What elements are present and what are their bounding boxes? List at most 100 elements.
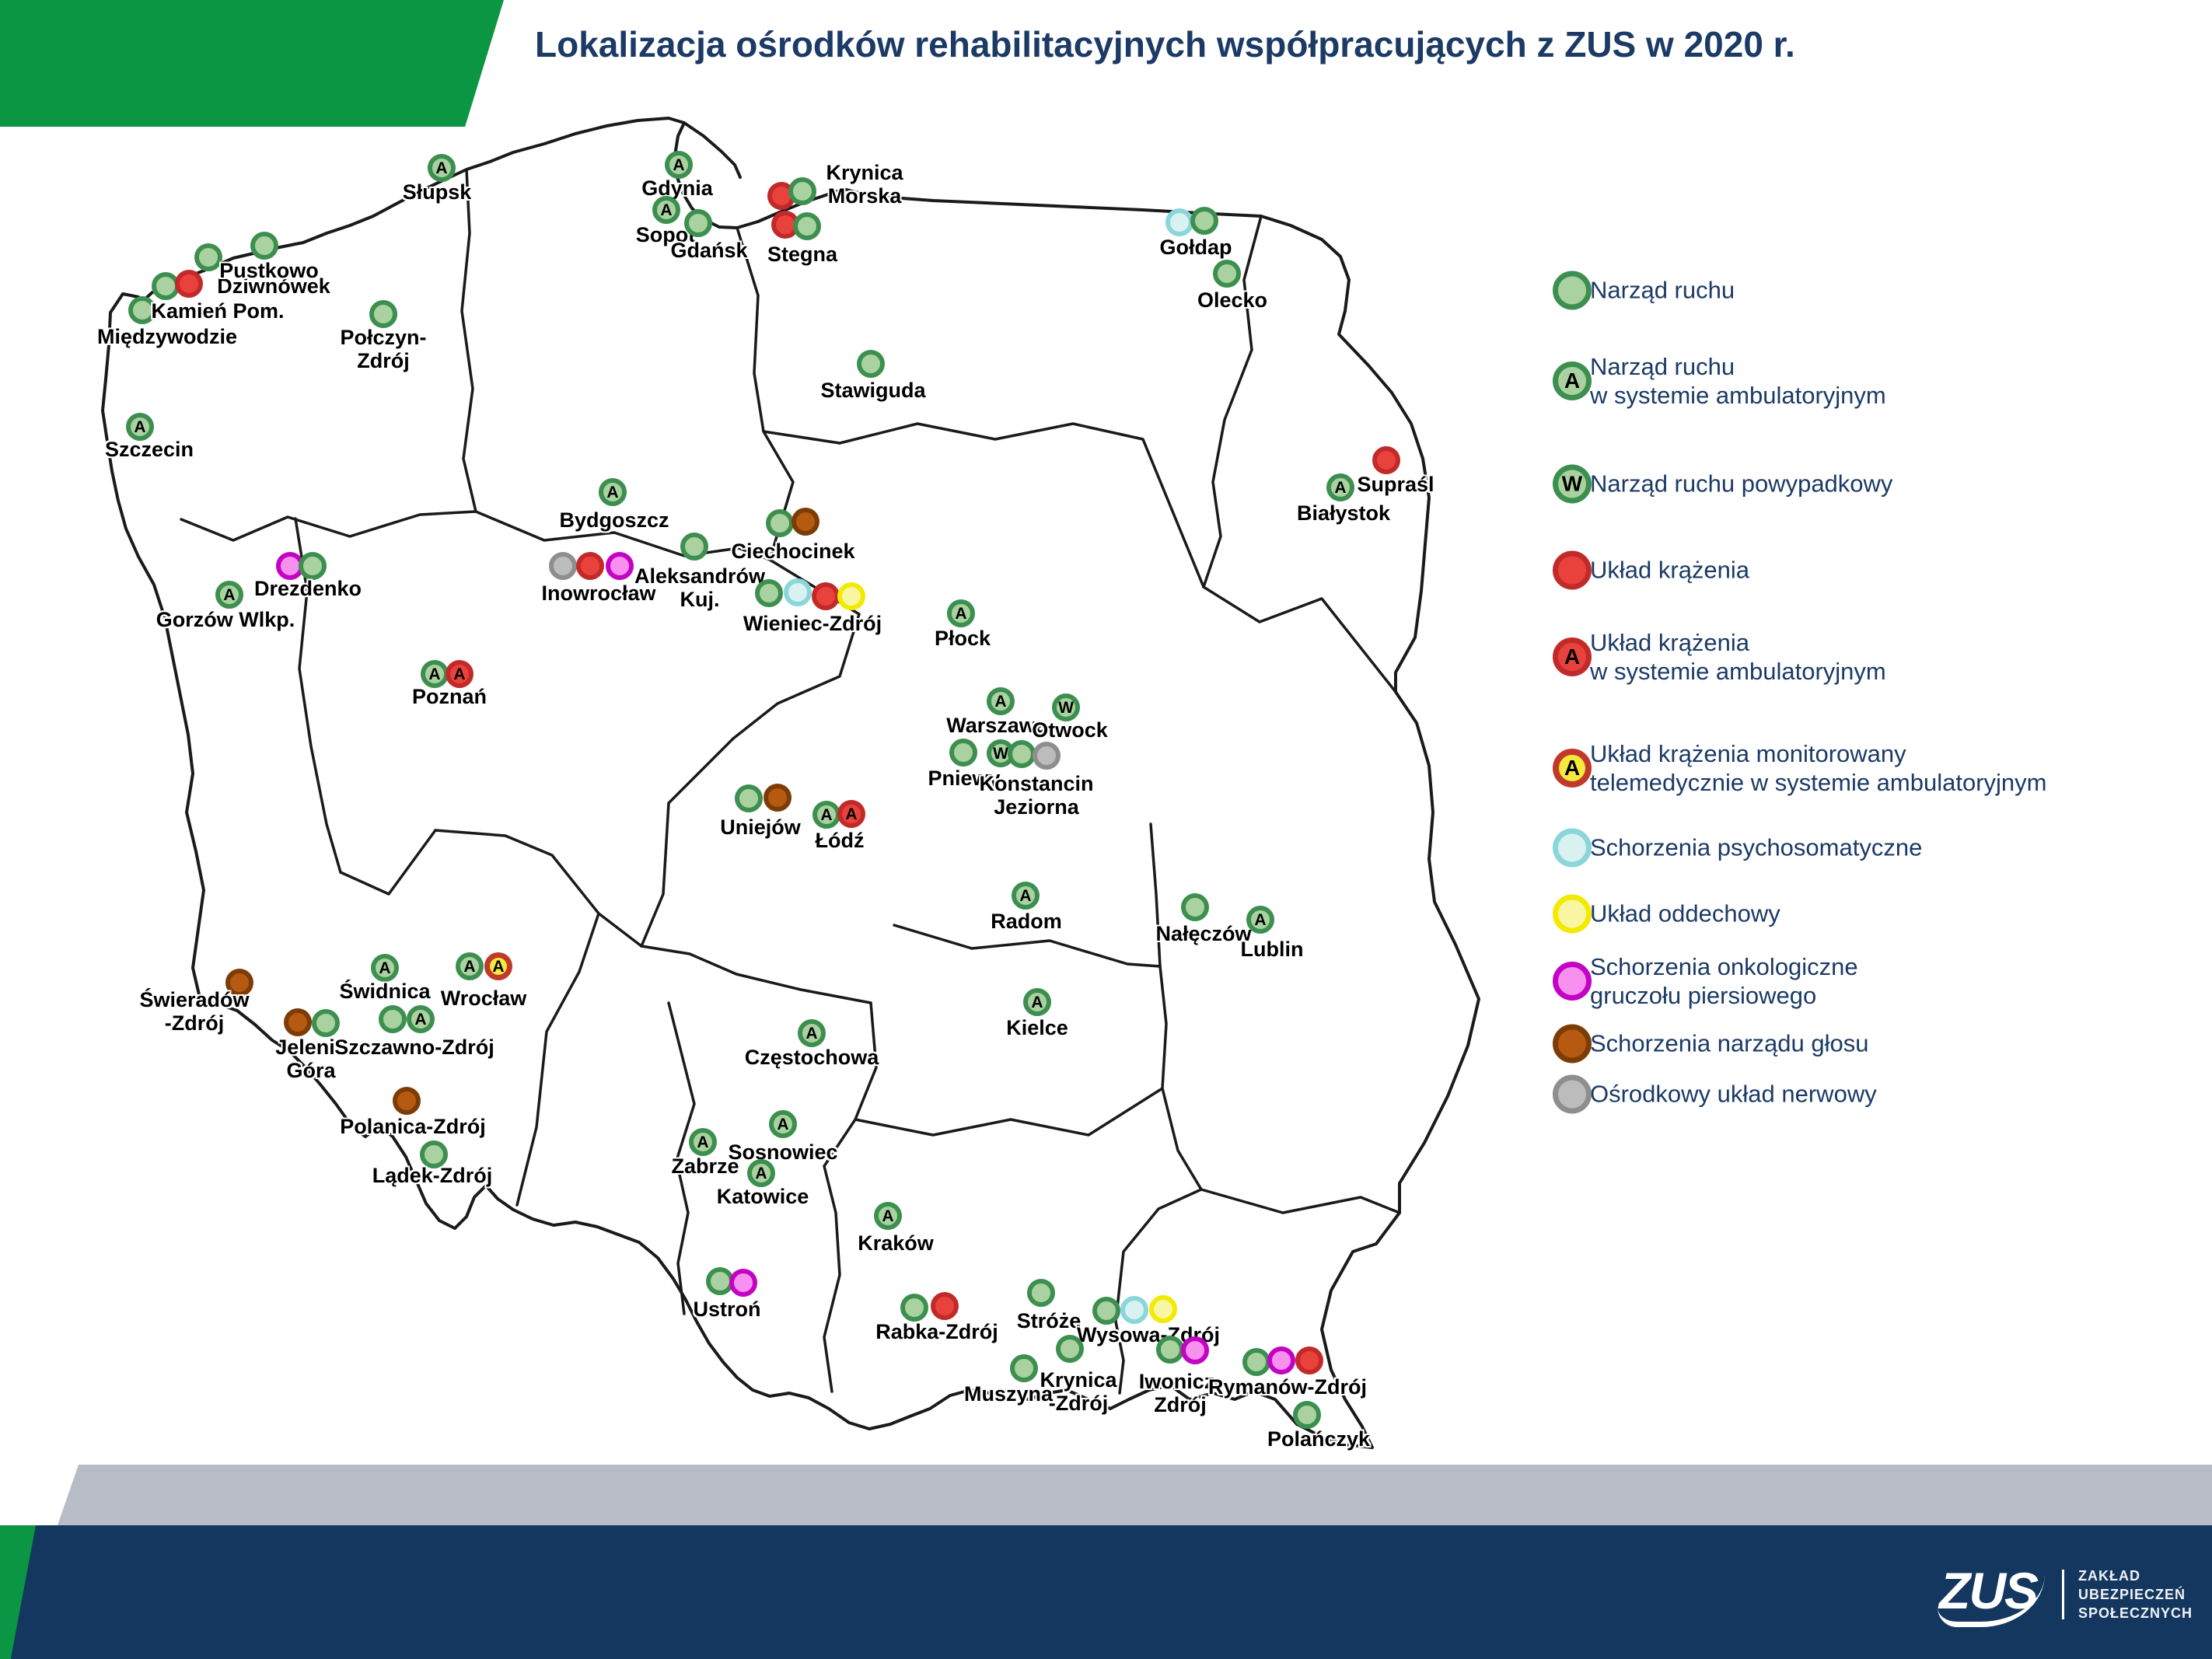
marker-Konstancin Jeziorna: W bbox=[987, 739, 1015, 767]
legend-item-label: Układ krążenia bbox=[1590, 556, 1750, 584]
legend-item: Schorzenia narządu głosu bbox=[1553, 1024, 1868, 1063]
marker-Świeradów-Zdrój bbox=[225, 969, 253, 997]
city-label-Uniejów: Uniejów bbox=[720, 816, 801, 839]
city-label-Polanica-Zdrój: Polanica-Zdrój bbox=[340, 1115, 486, 1138]
marker-Gołdap bbox=[1190, 207, 1218, 235]
legend-item-label: Narząd ruchu bbox=[1590, 276, 1735, 304]
marker-Inowrocław bbox=[606, 552, 634, 580]
city-label-Kielce: Kielce bbox=[1006, 1016, 1068, 1039]
marker-Stegna bbox=[793, 212, 821, 240]
city-label-Drezdenko: Drezdenko bbox=[253, 577, 362, 600]
marker-Rabka-Zdrój bbox=[931, 1292, 959, 1320]
marker-Poznań: A bbox=[446, 660, 474, 688]
city-label-Świeradów-Zdrój: Świeradów -Zdrój bbox=[139, 988, 250, 1035]
marker-Iwonicz-Zdrój bbox=[1156, 1336, 1184, 1364]
marker-Wieniec-Zdrój bbox=[812, 582, 840, 610]
legend-item-label: Układ oddechowy bbox=[1590, 899, 1780, 927]
header-green-banner bbox=[0, 0, 504, 127]
legend-item: Układ oddechowy bbox=[1553, 894, 1780, 933]
city-label-Szczawno-Zdrój: Szczawno-Zdrój bbox=[334, 1036, 494, 1059]
legend-item-label: Ośrodkowy układ nerwowy bbox=[1590, 1080, 1877, 1108]
marker-Pustkowo bbox=[250, 232, 278, 260]
marker-Lublin: A bbox=[1246, 906, 1274, 934]
gray-marker bbox=[1553, 1074, 1592, 1113]
marker-Poznań: A bbox=[421, 660, 449, 688]
marker-Wieniec-Zdrój bbox=[784, 578, 812, 606]
marker-Konstancin Jeziorna bbox=[1008, 740, 1036, 768]
marker-Pustkowo bbox=[194, 243, 222, 271]
legend-item-label: Układ krążenia w systemie ambulatoryjnym bbox=[1590, 629, 1886, 685]
city-label-Radom: Radom bbox=[991, 910, 1062, 933]
brown-marker bbox=[1553, 1024, 1592, 1063]
city-label-Lublin: Lublin bbox=[1240, 938, 1304, 961]
marker-Gdynia: A bbox=[665, 151, 693, 179]
city-label-Bydgoszcz: Bydgoszcz bbox=[559, 508, 669, 532]
city-label-Aleksandrów Kuj.: Aleksandrów Kuj. bbox=[634, 564, 766, 611]
marker-Nałęczów bbox=[1181, 893, 1209, 921]
city-label-Nałęczów: Nałęczów bbox=[1155, 922, 1252, 945]
marker-Otwock: W bbox=[1052, 693, 1080, 721]
marker-Katowice: A bbox=[747, 1159, 775, 1187]
marker-Warszawa: A bbox=[987, 687, 1015, 715]
marker-Wieniec-Zdrój bbox=[755, 579, 783, 607]
marker-Płock: A bbox=[947, 599, 975, 627]
marker-Polanica-Zdrój bbox=[393, 1087, 421, 1115]
city-label-Iwonicz-Zdrój: Iwonicz- Zdrój bbox=[1138, 1370, 1222, 1416]
city-label-Stróże: Stróże bbox=[1016, 1309, 1082, 1332]
marker-Drezdenko bbox=[299, 552, 327, 580]
city-label-Szczecin: Szczecin bbox=[104, 438, 194, 461]
cyan-marker bbox=[1553, 828, 1592, 867]
city-label-Konstancin Jeziorna: Konstancin Jeziorna bbox=[979, 772, 1094, 819]
marker-Lądek-Zdrój bbox=[420, 1140, 448, 1168]
marker-Inowrocław bbox=[576, 552, 604, 580]
legend-item: A Układ krążenia w systemie ambulatoryjnym bbox=[1553, 628, 1886, 686]
zus-logo: ZUS ZAKŁAD UBEZPIECZEŃ SPOŁECZNYCH bbox=[1938, 1561, 2193, 1627]
legend-item: Schorzenia psychosomatyczne bbox=[1553, 828, 1922, 867]
marker-Wysowa-Zdrój bbox=[1092, 1297, 1120, 1325]
marker-Słupsk: A bbox=[428, 154, 456, 182]
marker-Jelenia Góra bbox=[312, 1009, 340, 1037]
zus-org-name: ZAKŁAD UBEZPIECZEŃ SPOŁECZNYCH bbox=[2078, 1567, 2193, 1621]
city-label-Zabrze: Zabrze bbox=[671, 1154, 739, 1178]
city-label-Wrocław: Wrocław bbox=[440, 987, 527, 1010]
city-label-Olecko: Olecko bbox=[1197, 288, 1268, 312]
legend-item: A Narząd ruchu w systemie ambulatoryjnym bbox=[1553, 352, 1886, 410]
city-label-Pustkowo: Pustkowo bbox=[219, 259, 319, 282]
marker-Supraśl bbox=[1372, 446, 1400, 474]
marker-Świdnica: A bbox=[371, 954, 399, 982]
footer-gray-band bbox=[58, 1465, 2212, 1525]
city-label-Słupsk: Słupsk bbox=[402, 180, 472, 204]
city-label-Białystok: Białystok bbox=[1296, 501, 1391, 525]
hel-peninsula bbox=[683, 121, 742, 179]
legend-item-label: Układ krążenia monitorowany telemedycznie… bbox=[1590, 740, 2047, 796]
marker-Sopot: A bbox=[652, 196, 680, 224]
legend-item-label: Narząd ruchu powypadkowy bbox=[1590, 470, 1893, 498]
marker-Szczawno-Zdrój bbox=[379, 1005, 407, 1033]
marker-Pniewy bbox=[949, 739, 977, 767]
marker-Krynica Morska bbox=[788, 177, 816, 205]
city-label-Połczyn-Zdrój: Połczyn- Zdrój bbox=[340, 326, 427, 372]
marker-Jelenia Góra bbox=[284, 1008, 312, 1036]
marker-Rabka-Zdrój bbox=[900, 1294, 928, 1322]
city-label-Częstochowa: Częstochowa bbox=[744, 1046, 879, 1069]
magenta-marker bbox=[1553, 962, 1592, 1001]
marker-Wieniec-Zdrój bbox=[837, 582, 865, 610]
city-label-Rabka-Zdrój: Rabka-Zdrój bbox=[875, 1320, 998, 1343]
city-label-Gołdap: Gołdap bbox=[1159, 236, 1232, 259]
marker-Stróże bbox=[1027, 1279, 1055, 1307]
city-label-Płock: Płock bbox=[934, 627, 991, 650]
city-label-Gdynia: Gdynia bbox=[641, 176, 713, 200]
marker-Wysowa-Zdrój bbox=[1149, 1295, 1177, 1323]
city-label-Lądek-Zdrój: Lądek-Zdrój bbox=[372, 1164, 493, 1187]
city-label-Otwock: Otwock bbox=[1032, 718, 1108, 742]
city-label-Gorzów Wlkp.: Gorzów Wlkp. bbox=[156, 608, 295, 631]
marker-Międzywodzie bbox=[128, 296, 156, 324]
marker-Konstancin Jeziorna bbox=[1033, 742, 1061, 770]
city-label-Polańczyk: Polańczyk bbox=[1267, 1427, 1371, 1451]
marker-Kielce: A bbox=[1023, 988, 1051, 1016]
page-title: Lokalizacja ośrodków rehabilitacyjnych w… bbox=[535, 24, 1795, 65]
marker-Bydgoszcz: A bbox=[599, 478, 627, 506]
marker-Wysowa-Zdrój bbox=[1120, 1296, 1148, 1324]
footer-navy-band bbox=[0, 1525, 2212, 1659]
